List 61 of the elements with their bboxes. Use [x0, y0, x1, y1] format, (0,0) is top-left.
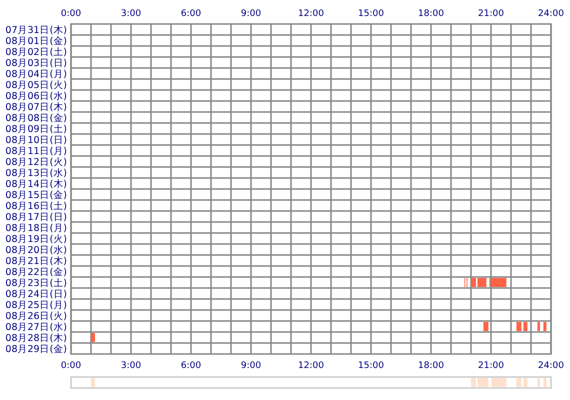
y-tick-label: 08月27日(水)	[5, 321, 67, 333]
bar	[491, 378, 506, 387]
x-tick-label: 15:00	[358, 361, 384, 371]
y-tick-label: 08月26日(火)	[5, 310, 67, 322]
y-tick-label: 08月13日(水)	[5, 167, 67, 179]
y-tick-label: 08月12日(火)	[5, 156, 67, 168]
bar	[516, 378, 522, 387]
x-tick-label: 0:00	[60, 361, 82, 371]
x2-tick-label: 24:00	[538, 9, 564, 19]
bar	[483, 322, 488, 331]
y-tick-label: 08月07日(木)	[5, 101, 67, 113]
y-tick-label: 08月28日(木)	[5, 332, 67, 344]
bar	[543, 378, 546, 387]
y-tick-label: 08月24日(日)	[5, 289, 67, 300]
bar	[91, 333, 95, 342]
x-tick-label: 24:00	[538, 361, 564, 371]
bar	[491, 278, 506, 287]
x2-tick-label: 21:00	[478, 9, 504, 19]
y-tick-label: 08月04日(月)	[5, 69, 67, 80]
x-tick-label: 6:00	[180, 361, 202, 371]
bar	[523, 378, 528, 387]
x-tick-label: 21:00	[478, 361, 504, 371]
y-tick-label: 08月11日(月)	[5, 146, 67, 157]
x-tick-label: 3:00	[120, 361, 142, 371]
x2-tick-label: 12:00	[298, 9, 324, 19]
y-tick-label: 08月29日(金)	[5, 343, 67, 355]
x-tick-label: 18:00	[418, 361, 444, 371]
y-tick-label: 08月15日(金)	[5, 189, 67, 201]
x2-tick-label: 9:00	[240, 9, 262, 19]
y-tick-label: 08月06日(水)	[5, 90, 67, 102]
y-tick-label: 08月03日(日)	[5, 58, 67, 69]
x-tick-label: 12:00	[298, 361, 324, 371]
y-tick-label: 08月21日(木)	[5, 255, 67, 267]
x2-tick-label: 0:00	[60, 9, 82, 19]
y-tick-label: 08月19日(火)	[5, 233, 67, 245]
y-tick-label: 08月17日(日)	[5, 212, 67, 223]
y-tick-label: 08月10日(日)	[5, 135, 67, 146]
y-tick-label: 08月16日(土)	[5, 200, 67, 212]
y-tick-label: 08月25日(月)	[5, 300, 67, 311]
y-tick-label: 08月09日(土)	[5, 123, 67, 135]
bar	[537, 378, 540, 387]
y-tick-label: 08月20日(水)	[5, 244, 67, 256]
y-tick-label: 08月14日(木)	[5, 178, 67, 190]
x2-tick-label: 18:00	[418, 9, 444, 19]
y-tick-label: 08月08日(金)	[5, 112, 67, 124]
y-tick-label: 08月01日(金)	[5, 35, 67, 47]
y-tick-label: 08月02日(土)	[5, 46, 67, 58]
bar	[516, 322, 522, 331]
bar	[523, 322, 528, 331]
y-tick-label: 08月18日(月)	[5, 223, 67, 234]
bar	[543, 322, 546, 331]
x2-tick-label: 3:00	[120, 9, 142, 19]
y-tick-label: 08月05日(火)	[5, 79, 67, 91]
x-tick-label: 9:00	[240, 361, 262, 371]
x2-tick-label: 15:00	[358, 9, 384, 19]
x2-tick-label: 6:00	[180, 9, 202, 19]
bar	[91, 378, 95, 387]
y-tick-label: 08月23日(土)	[5, 277, 67, 289]
bar	[537, 322, 540, 331]
y-tick-label: 08月22日(金)	[5, 266, 67, 278]
y-tick-label: 07月31日(木)	[5, 24, 67, 36]
